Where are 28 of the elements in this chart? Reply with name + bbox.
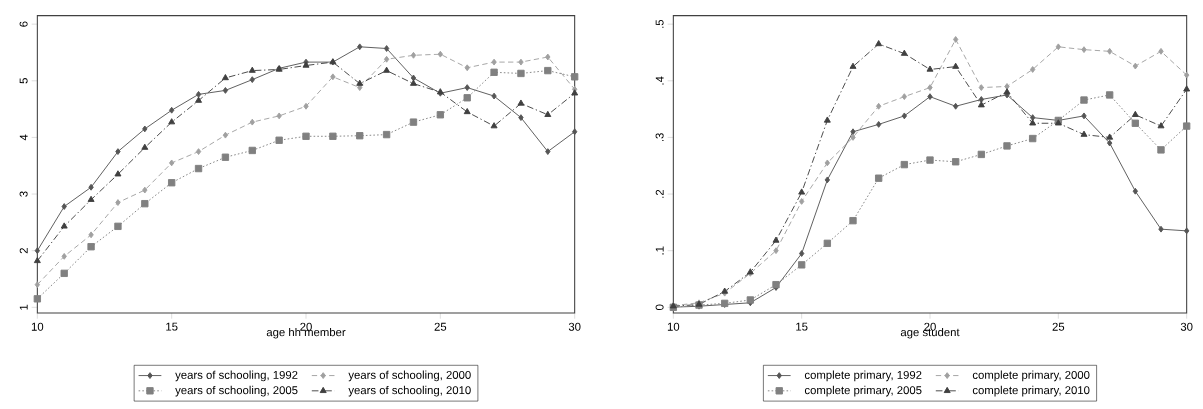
y-tick-label: 1 — [19, 304, 28, 310]
x-tick-label: 15 — [796, 322, 808, 331]
legend-label: years of schooling, 2000 — [348, 370, 471, 382]
y-tick-label: 3 — [19, 191, 28, 197]
legend-label: complete primary, 2000 — [972, 370, 1090, 382]
legend-label: years of schooling, 1992 — [175, 370, 298, 382]
y-tick-label: 6 — [19, 21, 28, 27]
y-tick-label: .4 — [655, 76, 664, 85]
legend-label: complete primary, 2005 — [804, 385, 922, 397]
x-tick-label: 10 — [667, 322, 680, 331]
legend-label: years of schooling, 2005 — [175, 385, 298, 397]
x-tick-label: 10 — [31, 322, 44, 331]
legend-label: complete primary, 1992 — [804, 370, 922, 382]
x-tick-label: 25 — [434, 322, 447, 331]
y-tick-label: .3 — [655, 133, 664, 142]
legend-label: complete primary, 2010 — [972, 385, 1090, 397]
y-tick-label: .2 — [655, 189, 664, 198]
y-tick-label: 4 — [19, 134, 28, 141]
y-tick-label: 5 — [19, 78, 28, 84]
y-tick-label: 2 — [19, 248, 28, 254]
y-tick-label: .5 — [655, 19, 664, 28]
x-tick-label: 15 — [166, 322, 178, 331]
y-tick-label: .1 — [655, 246, 664, 255]
y-tick-label: 0 — [655, 304, 664, 311]
x-tick-label: 30 — [568, 322, 581, 331]
x-tick-label: 30 — [1180, 322, 1193, 331]
legend-label: years of schooling, 2010 — [348, 385, 471, 397]
x-tick-label: 25 — [1052, 322, 1065, 331]
